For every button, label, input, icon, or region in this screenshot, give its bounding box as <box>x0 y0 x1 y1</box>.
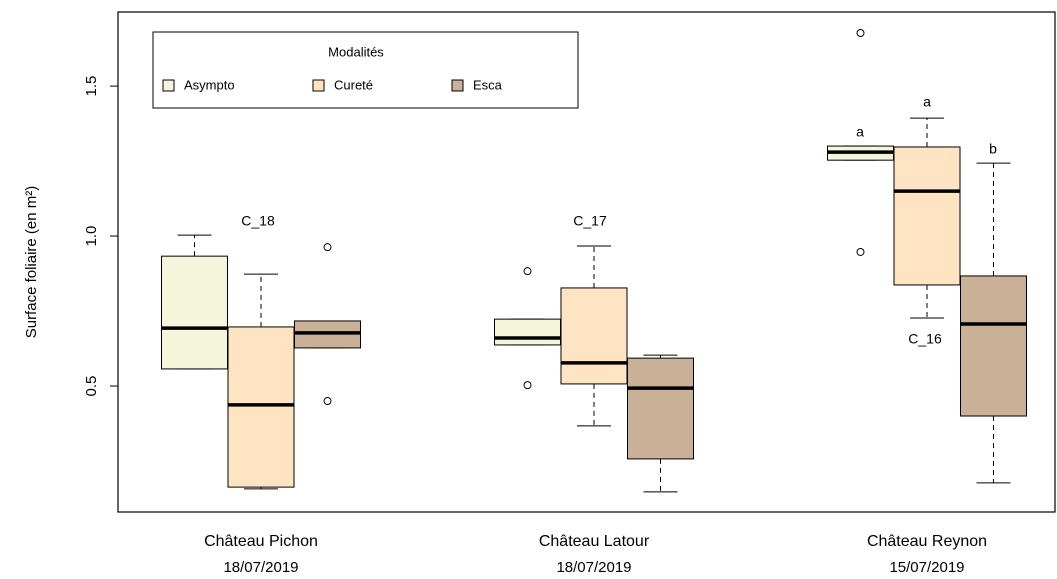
box <box>560 287 628 385</box>
y-tick-label: 0.5 <box>83 376 100 397</box>
legend-box <box>152 31 579 109</box>
x-tick-date: 18/07/2019 <box>556 559 631 576</box>
annotation: C_17 <box>573 213 607 229</box>
legend-label: Esca <box>473 77 503 92</box>
legend-swatch <box>162 79 175 92</box>
outlier <box>856 28 865 37</box>
outlier <box>523 267 532 276</box>
x-tick-label: Château Pichon <box>204 533 318 550</box>
legend-swatch <box>312 79 325 92</box>
legend-label: Asympto <box>184 77 235 92</box>
outlier <box>323 397 332 406</box>
y-axis-label: Surface foliaire (en m²) <box>23 186 40 339</box>
x-tick-label: Château Latour <box>539 533 650 550</box>
box <box>960 275 1027 417</box>
box <box>494 318 561 346</box>
y-tick-label: 1.0 <box>83 226 100 247</box>
y-tick-label: 1.5 <box>83 76 100 97</box>
box <box>161 255 228 370</box>
legend-label: Cureté <box>334 77 373 92</box>
outlier <box>856 247 865 256</box>
box <box>627 357 694 460</box>
x-tick-date: 18/07/2019 <box>223 559 298 576</box>
outlier <box>323 243 332 252</box>
outlier <box>523 381 532 390</box>
legend-swatch <box>451 79 464 92</box>
legend-title: Modalités <box>328 44 384 59</box>
annotation: b <box>989 141 997 157</box>
plot-frame <box>117 11 1056 513</box>
annotation: C_18 <box>241 213 275 229</box>
annotation: a <box>856 124 864 140</box>
x-tick-date: 15/07/2019 <box>889 559 964 576</box>
x-tick-label: Château Reynon <box>867 533 987 550</box>
box <box>893 146 961 286</box>
box <box>227 326 295 488</box>
annotation: C_16 <box>908 331 942 347</box>
annotation: a <box>923 94 931 110</box>
